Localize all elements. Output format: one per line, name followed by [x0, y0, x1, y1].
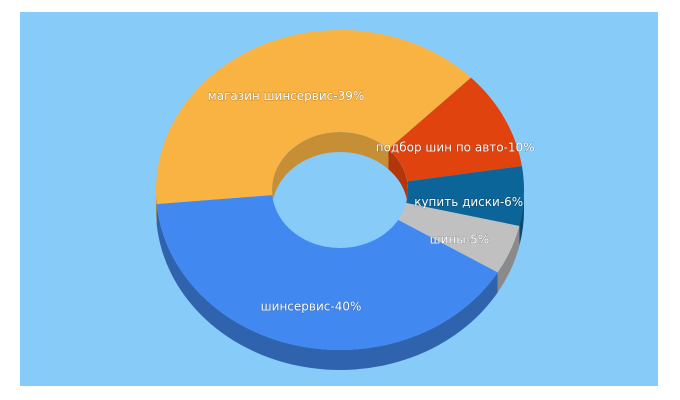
- slice: [406, 166, 524, 226]
- labels: шинсервис-40% магазин шинсервис-39% подбор…: [207, 88, 535, 314]
- slice-label: магазин шинсервис-39%: [208, 89, 365, 103]
- walls: [156, 190, 524, 371]
- slice-label: шинсервис-40%: [261, 300, 362, 314]
- slice: [398, 203, 520, 273]
- slice-label: подбор шин по авто-10%: [376, 140, 535, 154]
- slice: [156, 29, 472, 204]
- slice: [156, 195, 498, 351]
- slice-side: [497, 225, 520, 293]
- slice-side: [156, 190, 157, 224]
- slice-side: [156, 203, 498, 371]
- slice-label: купить диски-6%: [414, 195, 523, 209]
- slice: [388, 77, 522, 182]
- hole-side: [388, 149, 408, 202]
- slices: [156, 29, 524, 351]
- hole-side: [272, 132, 389, 210]
- slice-side: [519, 190, 524, 246]
- slice-label: шины-5%: [430, 232, 489, 246]
